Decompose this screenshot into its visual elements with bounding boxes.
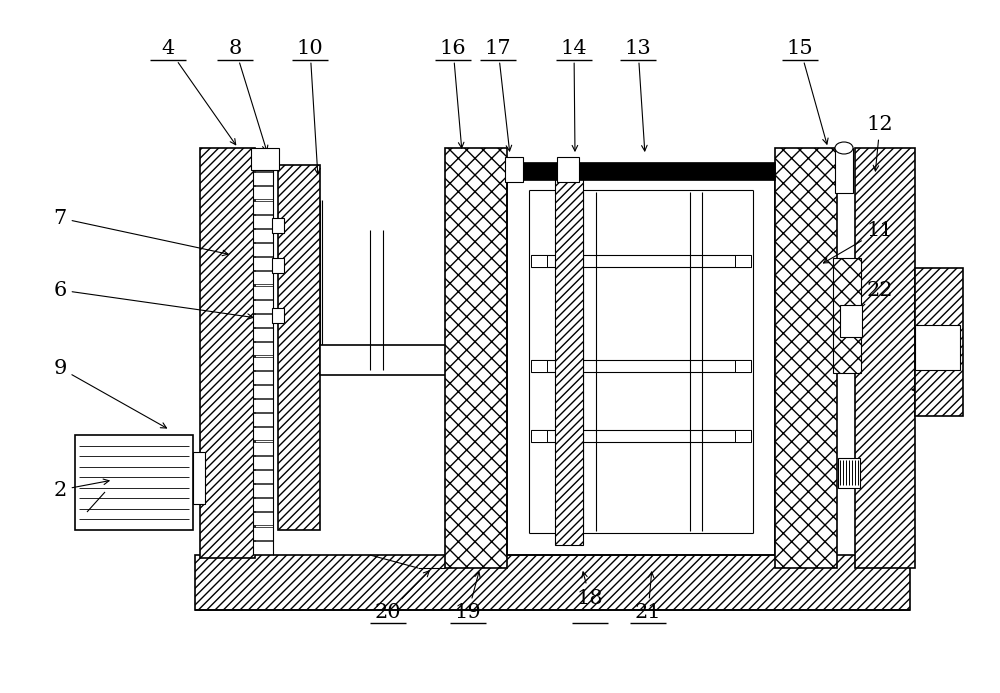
Bar xyxy=(253,413,273,426)
Bar xyxy=(505,157,523,182)
Bar xyxy=(253,257,273,270)
Bar xyxy=(253,186,273,200)
Bar xyxy=(253,441,273,455)
Bar xyxy=(253,484,273,497)
Bar xyxy=(320,345,448,375)
Bar xyxy=(555,170,583,545)
Bar xyxy=(735,255,751,267)
Bar xyxy=(253,200,273,213)
Text: 16: 16 xyxy=(440,39,466,148)
Text: 13: 13 xyxy=(625,39,651,151)
Bar xyxy=(253,172,273,185)
Bar xyxy=(253,399,273,412)
Bar xyxy=(253,286,273,299)
Bar xyxy=(915,268,963,416)
Bar xyxy=(272,308,284,323)
Bar xyxy=(253,300,273,313)
Bar xyxy=(510,162,775,180)
Bar xyxy=(253,428,273,440)
Bar xyxy=(253,229,273,242)
Text: 22: 22 xyxy=(851,281,893,317)
Bar xyxy=(253,328,273,341)
Text: 20: 20 xyxy=(375,571,429,622)
Text: 2: 2 xyxy=(53,479,109,500)
Text: 14: 14 xyxy=(561,39,587,151)
Text: 4: 4 xyxy=(161,39,236,145)
Bar xyxy=(253,272,273,284)
Bar xyxy=(253,314,273,327)
Bar xyxy=(833,258,861,373)
Text: 7: 7 xyxy=(53,209,228,256)
Bar xyxy=(445,148,507,568)
Text: 10: 10 xyxy=(297,39,323,174)
Bar xyxy=(840,305,862,337)
Text: 17: 17 xyxy=(485,39,512,151)
Text: 9: 9 xyxy=(53,358,166,428)
Bar xyxy=(272,258,284,273)
Bar xyxy=(253,470,273,483)
Text: 18: 18 xyxy=(577,572,603,608)
Bar xyxy=(855,148,915,568)
Text: 1: 1 xyxy=(912,378,959,398)
Bar xyxy=(531,430,547,442)
Bar xyxy=(253,342,273,356)
Bar xyxy=(253,356,273,369)
Bar xyxy=(253,371,273,384)
Bar xyxy=(253,243,273,256)
Bar xyxy=(253,456,273,468)
Bar xyxy=(531,255,547,267)
Text: 15: 15 xyxy=(787,39,828,144)
Bar xyxy=(915,325,960,370)
Bar xyxy=(253,527,273,540)
Text: 8: 8 xyxy=(228,39,268,151)
Bar xyxy=(253,215,273,228)
Bar xyxy=(775,148,837,568)
Text: 11: 11 xyxy=(823,220,893,263)
Bar xyxy=(735,430,751,442)
Bar xyxy=(278,165,320,530)
Bar xyxy=(200,148,255,558)
Bar xyxy=(195,555,910,610)
Bar xyxy=(75,435,193,530)
Bar xyxy=(251,148,279,170)
Ellipse shape xyxy=(835,142,853,154)
Text: 19: 19 xyxy=(455,572,481,622)
Bar xyxy=(253,158,273,171)
Bar xyxy=(531,360,547,372)
Text: 12: 12 xyxy=(867,116,893,171)
Bar xyxy=(253,541,273,554)
Bar xyxy=(253,498,273,511)
Bar xyxy=(253,512,273,525)
Bar xyxy=(253,385,273,398)
Bar xyxy=(838,458,860,488)
Bar xyxy=(557,157,579,182)
Bar xyxy=(193,452,205,504)
Bar xyxy=(735,360,751,372)
Text: 6: 6 xyxy=(53,281,253,319)
Text: 21: 21 xyxy=(635,572,661,622)
Bar xyxy=(272,218,284,233)
Bar xyxy=(835,148,853,193)
